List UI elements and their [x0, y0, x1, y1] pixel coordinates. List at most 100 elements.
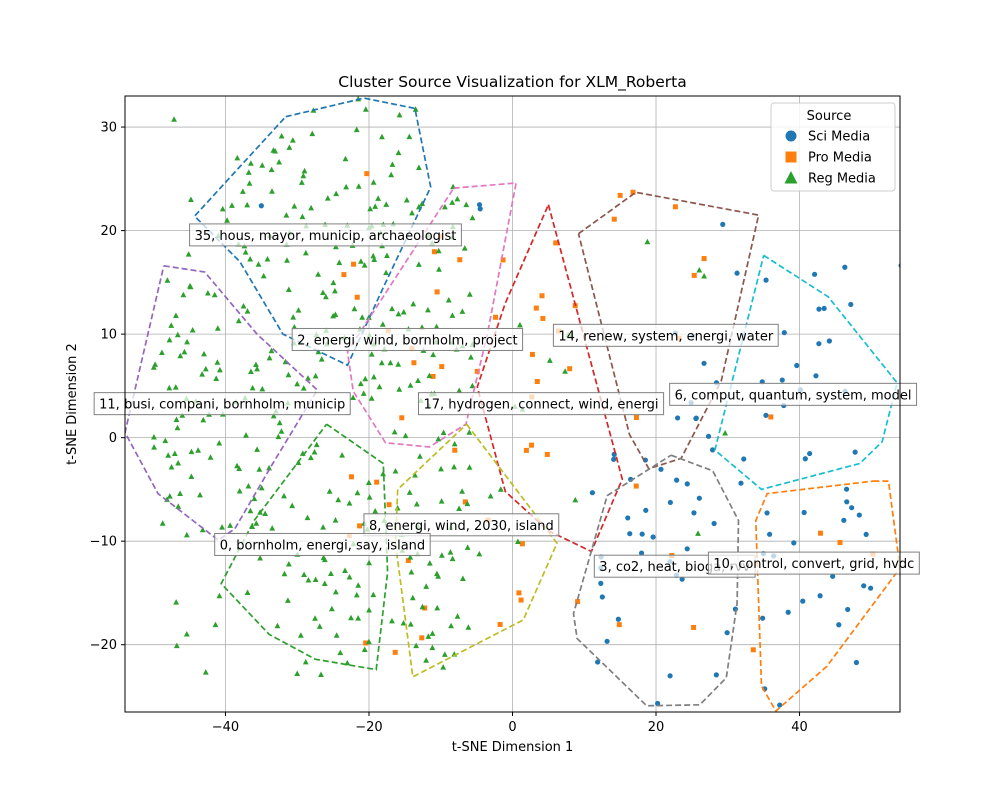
data-point-pro-media: [439, 364, 445, 370]
data-point-reg-media: [313, 441, 320, 448]
data-point-sci-media: [781, 330, 787, 336]
data-point-reg-media: [372, 507, 379, 514]
cluster-label-6: 8, energi, wind, 2030, island: [363, 513, 560, 537]
data-point-reg-media: [173, 599, 180, 605]
data-point-reg-media: [438, 465, 444, 472]
data-point-reg-media: [184, 338, 190, 345]
data-point-reg-media: [370, 252, 377, 259]
data-point-sci-media: [863, 531, 869, 538]
cluster-label-box: [189, 223, 462, 247]
data-point-reg-media: [355, 582, 362, 588]
data-point-pro-media: [348, 474, 354, 480]
data-point-reg-media: [187, 283, 194, 290]
data-point-reg-media: [402, 432, 409, 439]
data-point-reg-media: [269, 188, 275, 194]
data-point-reg-media: [445, 296, 452, 303]
data-point-reg-media: [407, 382, 414, 388]
data-point-reg-media: [448, 622, 454, 629]
data-point-pro-media: [519, 541, 525, 547]
data-point-pro-media: [630, 189, 636, 195]
data-point-reg-media: [285, 286, 292, 292]
data-point-reg-media: [278, 428, 285, 434]
data-point-reg-media: [332, 588, 339, 595]
data-point-sci-media: [667, 673, 673, 679]
x-tick-label: −20: [355, 720, 382, 735]
data-point-reg-media: [353, 126, 360, 133]
data-point-reg-media: [456, 505, 462, 511]
data-point-reg-media: [456, 387, 463, 394]
data-point-reg-media: [197, 491, 203, 498]
x-tick-label: −40: [212, 720, 239, 735]
data-point-reg-media: [469, 214, 476, 221]
data-point-pro-media: [452, 447, 458, 453]
data-point-reg-media: [412, 472, 418, 478]
legend-label-pro-media: Pro Media: [808, 151, 872, 166]
data-point-reg-media: [304, 514, 311, 521]
data-point-reg-media: [285, 371, 292, 378]
cluster-label-box: [363, 513, 560, 537]
data-point-reg-media: [312, 576, 319, 583]
legend-label-reg-media: Reg Media: [808, 172, 876, 187]
data-point-reg-media: [251, 495, 258, 502]
data-point-pro-media: [354, 294, 360, 300]
data-point-reg-media: [246, 180, 253, 186]
data-point-reg-media: [168, 464, 175, 470]
data-point-reg-media: [412, 106, 419, 112]
data-point-reg-media: [173, 312, 179, 319]
data-point-reg-media: [289, 502, 296, 509]
data-point-reg-media: [425, 633, 432, 639]
y-tick-label: 30: [100, 121, 117, 136]
y-tick-label: −20: [90, 638, 117, 653]
data-point-reg-media: [301, 167, 308, 174]
data-point-sci-media: [724, 630, 730, 636]
data-point-sci-media: [816, 341, 822, 347]
data-point-pro-media: [611, 216, 617, 222]
data-point-reg-media: [188, 196, 194, 203]
data-point-pro-media: [399, 415, 405, 421]
data-point-reg-media: [323, 293, 329, 300]
data-point-sci-media: [830, 573, 836, 579]
data-point-reg-media: [362, 106, 369, 112]
data-point-reg-media: [278, 132, 285, 139]
data-point-reg-media: [695, 530, 701, 536]
data-point-reg-media: [436, 266, 442, 272]
cluster-label-1: 2, energi, wind, bornholm, project: [291, 327, 524, 351]
data-point-reg-media: [464, 544, 471, 550]
data-point-pro-media: [351, 261, 357, 267]
data-point-pro-media: [357, 523, 363, 529]
legend-box: [770, 102, 896, 192]
data-point-reg-media: [366, 638, 372, 645]
data-point-reg-media: [171, 116, 177, 122]
data-point-reg-media: [284, 257, 290, 263]
data-point-reg-media: [396, 386, 403, 392]
data-point-reg-media: [316, 623, 323, 629]
data-point-reg-media: [546, 357, 553, 363]
data-point-sci-media: [658, 466, 664, 472]
data-point-reg-media: [195, 447, 202, 453]
data-point-reg-media: [441, 651, 448, 657]
data-point-reg-media: [515, 538, 521, 545]
data-point-reg-media: [320, 289, 326, 295]
data-point-sci-media: [763, 412, 769, 418]
data-point-pro-media: [533, 305, 539, 311]
data-point-reg-media: [151, 444, 157, 450]
data-point-reg-media: [202, 365, 209, 372]
data-point-reg-media: [423, 583, 430, 589]
data-point-reg-media: [389, 617, 395, 624]
data-point-reg-media: [299, 213, 306, 220]
cluster-label-5: 6, comput, quantum, system, model: [669, 382, 918, 406]
data-point-sci-media: [760, 615, 766, 621]
cluster-label-text: 17, hydrogen, connect, wind, energi: [423, 398, 658, 413]
data-point-reg-media: [254, 446, 260, 452]
data-point-reg-media: [216, 439, 223, 446]
cluster-label-3: 11, busi, compani, bornholm, municip: [93, 392, 351, 416]
data-point-reg-media: [423, 657, 430, 663]
data-point-reg-media: [487, 493, 494, 499]
data-point-reg-media: [244, 589, 251, 595]
data-point-reg-media: [426, 560, 433, 566]
data-point-reg-media: [188, 473, 195, 479]
data-point-reg-media: [722, 429, 729, 436]
data-point-sci-media: [701, 360, 707, 366]
data-point-reg-media: [348, 614, 354, 621]
